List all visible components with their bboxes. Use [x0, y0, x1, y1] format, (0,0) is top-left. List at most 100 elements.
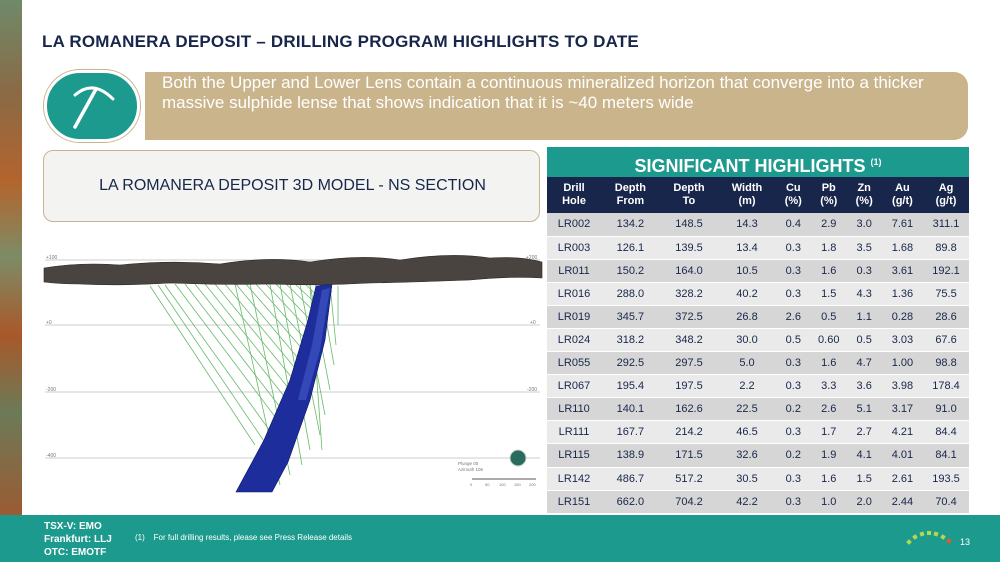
table-cell: 1.6 — [810, 467, 847, 491]
column-header-line: (g/t) — [935, 195, 957, 207]
drill-hole-cell: LR003 — [547, 236, 602, 260]
scale-label: 100 — [499, 482, 506, 487]
footnote: (1) For full drilling results, please se… — [135, 533, 352, 542]
table-cell: 517.2 — [659, 467, 719, 491]
table-cell: 662.0 — [601, 490, 660, 514]
table-cell: 1.5 — [846, 467, 882, 491]
azimuth-label: Azimuth 106 — [458, 467, 484, 472]
table-cell: 178.4 — [923, 374, 969, 399]
table-cell: 84.1 — [923, 443, 969, 468]
drill-hole-cell: LR067 — [547, 374, 602, 399]
table-cell: 13.4 — [718, 236, 776, 260]
table-cell: 164.0 — [659, 259, 719, 283]
table-cell: 311.1 — [923, 213, 969, 237]
drill-hole-cell: LR024 — [547, 328, 602, 353]
drill-hole-cell: LR019 — [547, 305, 602, 329]
upper-lens — [298, 288, 330, 400]
table-cell: 75.5 — [923, 282, 969, 306]
table-cell: 2.44 — [881, 490, 924, 514]
column-header-line: (m) — [738, 195, 756, 207]
column-header-line: (%) — [855, 195, 873, 207]
table-cell: 134.2 — [601, 213, 660, 237]
table-cell: 2.7 — [846, 420, 882, 445]
slide-title: LA ROMANERA DEPOSIT – DRILLING PROGRAM H… — [42, 32, 639, 51]
ns-section-3d-model: +100 +0 -200 -400 +200 +0 -200 Plunge 00… — [43, 255, 543, 493]
table-row: LR002 134.2 148.5 14.3 0.4 2.9 3.0 7.61 311.1 — [547, 213, 969, 237]
highlights-title: SIGNIFICANT HIGHLIGHTS (1) — [547, 147, 969, 177]
table-cell: 171.5 — [659, 443, 719, 468]
pickaxe-badge — [44, 70, 140, 142]
column-header: Zn (%) — [846, 177, 882, 213]
drill-hole-cell: LR151 — [547, 490, 602, 514]
massive-sulphide-lens — [235, 283, 333, 493]
scale-label: 150 — [514, 482, 521, 487]
compass-icon — [509, 449, 527, 467]
drilling-highlights-table: Drill Hole Depth From Depth To Width (m) Cu (%) Pb… — [547, 177, 969, 514]
table-cell: 348.2 — [659, 328, 719, 353]
column-header: Drill Hole — [547, 177, 602, 213]
table-cell: 7.61 — [881, 213, 924, 237]
right-elevation-label: +0 — [530, 320, 536, 326]
table-cell: 3.0 — [846, 213, 882, 237]
table-cell: 0.3 — [775, 420, 811, 445]
elevation-label: -200 — [46, 387, 56, 393]
table-cell: 2.6 — [810, 397, 847, 422]
table-cell: 1.7 — [810, 420, 847, 445]
table-cell: 14.3 — [718, 213, 776, 237]
table-cell: 192.1 — [923, 259, 969, 283]
table-cell: 704.2 — [659, 490, 719, 514]
table-cell: 2.61 — [881, 467, 924, 491]
table-cell: 0.3 — [775, 374, 811, 399]
column-header-line: Pb — [821, 182, 836, 194]
right-elevation-label: -200 — [527, 387, 537, 393]
drill-hole-cell: LR055 — [547, 351, 602, 376]
table-cell: 1.5 — [810, 282, 847, 306]
table-cell: 1.68 — [881, 236, 924, 260]
table-cell: 3.03 — [881, 328, 924, 353]
column-header-line: Au — [895, 182, 910, 194]
table-cell: 0.4 — [775, 213, 811, 237]
pickaxe-icon — [73, 86, 115, 129]
topography-surface — [43, 255, 543, 286]
table-cell: 3.61 — [881, 259, 924, 283]
table-cell: 288.0 — [601, 282, 660, 306]
table-cell: 0.3 — [775, 236, 811, 260]
table-row: LR151 662.0 704.2 42.2 0.3 1.0 2.0 2.44 70.4 — [547, 490, 969, 514]
table-cell: 372.5 — [659, 305, 719, 329]
table-cell: 3.3 — [810, 374, 847, 399]
table-cell: 195.4 — [601, 374, 660, 399]
table-cell: 0.60 — [810, 328, 847, 353]
drill-hole-cell: LR142 — [547, 467, 602, 491]
column-header-line: Cu — [785, 182, 801, 194]
table-cell: 5.1 — [846, 397, 882, 422]
table-cell: 328.2 — [659, 282, 719, 306]
table-cell: 4.7 — [846, 351, 882, 376]
footer-bar — [0, 515, 1000, 562]
table-cell: 3.6 — [846, 374, 882, 399]
drill-hole-cell: LR111 — [547, 420, 602, 445]
table-cell: 2.6 — [775, 305, 811, 329]
table-cell: 3.17 — [881, 397, 924, 422]
table-row: LR016 288.0 328.2 40.2 0.3 1.5 4.3 1.36 75.5 — [547, 282, 969, 306]
column-header-line: Depth — [673, 182, 705, 194]
model-title-box: LA ROMANERA DEPOSIT 3D MODEL - NS SECTIO… — [43, 150, 540, 222]
table-cell: 4.3 — [846, 282, 882, 306]
column-header-line: (g/t) — [892, 195, 913, 207]
column-header-line: (%) — [784, 195, 802, 207]
table-cell: 10.5 — [718, 259, 776, 283]
table-cell: 89.8 — [923, 236, 969, 260]
table-row: LR142 486.7 517.2 30.5 0.3 1.6 1.5 2.61 193.5 — [547, 467, 969, 491]
column-header-line: Depth — [614, 182, 646, 194]
table-cell: 98.8 — [923, 351, 969, 376]
table-row: LR011 150.2 164.0 10.5 0.3 1.6 0.3 3.61 192.1 — [547, 259, 969, 283]
drill-hole-cell: LR011 — [547, 259, 602, 283]
table-row: LR115 138.9 171.5 32.6 0.2 1.9 4.1 4.01 84.1 — [547, 443, 969, 468]
footnote-marker: (1) — [135, 533, 145, 542]
column-header-line: Width — [731, 182, 763, 194]
table-cell: 193.5 — [923, 467, 969, 491]
table-cell: 30.0 — [718, 328, 776, 353]
model-title: LA ROMANERA DEPOSIT 3D MODEL - NS SECTIO… — [99, 177, 486, 194]
table-cell: 126.1 — [601, 236, 660, 260]
column-header: Ag (g/t) — [923, 177, 969, 213]
table-cell: 292.5 — [601, 351, 660, 376]
